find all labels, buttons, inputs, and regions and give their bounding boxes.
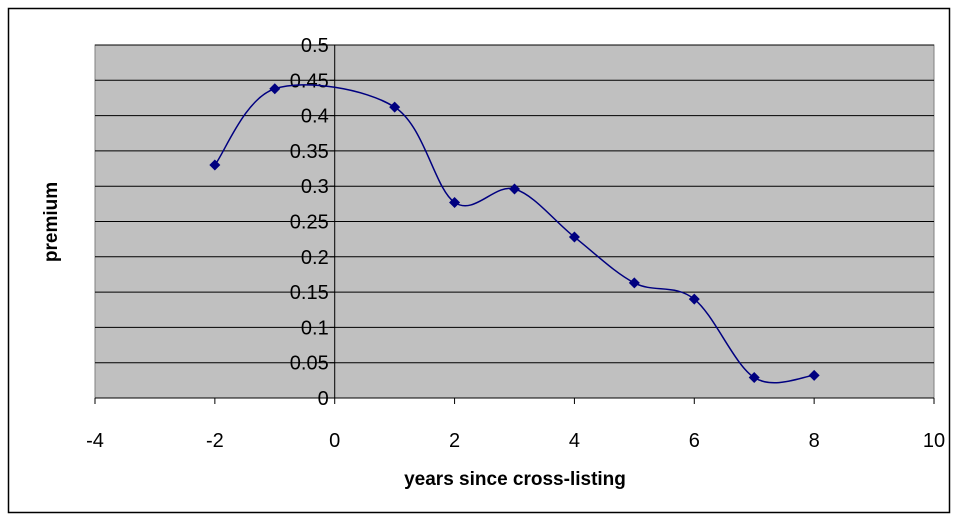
x-tick-label: -4	[86, 430, 104, 452]
data-point	[628, 277, 640, 289]
data-point	[568, 231, 580, 243]
x-tick-label: 4	[569, 430, 580, 452]
data-point	[449, 196, 461, 208]
y-tick-label: 0.35	[290, 141, 329, 163]
y-tick-label: 0.2	[301, 247, 329, 269]
data-point	[389, 101, 401, 113]
x-tick-label: 8	[809, 430, 820, 452]
y-tick-label: 0.4	[301, 106, 329, 128]
data-line	[214, 84, 815, 384]
x-axis-title: years since cross-listing	[404, 469, 626, 490]
x-tick-label: 0	[329, 430, 340, 452]
y-tick-label: 0.05	[290, 353, 329, 375]
data-point	[748, 372, 760, 384]
data-point	[209, 159, 221, 171]
y-tick-label: 0	[318, 388, 329, 410]
x-tick-label: -2	[206, 430, 224, 452]
x-tick-label: 10	[923, 430, 945, 452]
y-tick-label: 0.5	[301, 35, 329, 57]
y-axis-title: premium	[41, 182, 62, 262]
y-tick-label: 0.25	[290, 212, 329, 234]
y-tick-label: 0.1	[301, 317, 329, 339]
y-tick-label: 0.15	[290, 282, 329, 304]
data-point	[269, 83, 281, 95]
x-tick-label: 6	[689, 430, 700, 452]
y-tick-label: 0.45	[290, 70, 329, 92]
data-point	[808, 369, 820, 381]
x-tick-label: 2	[449, 430, 460, 452]
data-point	[509, 183, 520, 195]
y-tick-label: 0.3	[301, 176, 329, 198]
data-point	[688, 293, 700, 305]
